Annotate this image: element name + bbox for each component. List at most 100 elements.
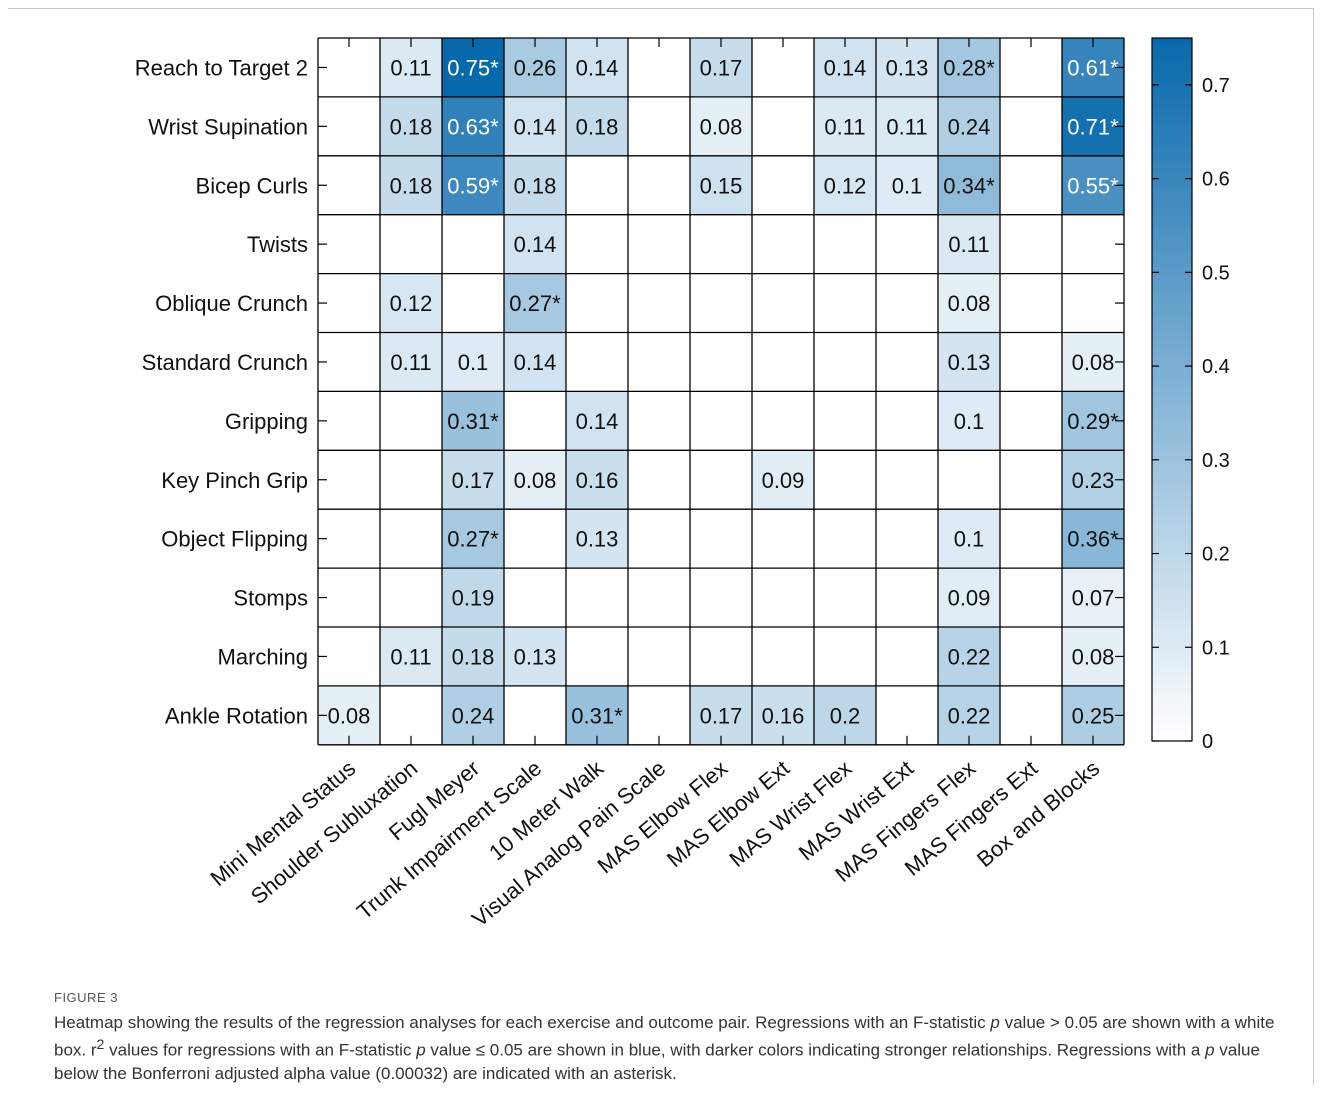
heatmap-cell (442, 509, 504, 569)
heatmap-cell (566, 509, 628, 569)
heatmap-cell (504, 450, 566, 510)
heatmap-cell (876, 568, 938, 627)
heatmap-cell (1000, 273, 1062, 333)
heatmap-cell (1062, 38, 1124, 97)
heatmap-cell (690, 568, 752, 627)
cell-value-label: 0.16 (762, 703, 805, 728)
heatmap-cell (938, 38, 1000, 97)
cell-value-label: 0.1 (458, 350, 489, 375)
cell-value-label: 0.34* (943, 173, 995, 198)
heatmap-cell (814, 391, 876, 451)
heatmap-cell (876, 96, 938, 156)
heatmap-cell (1062, 332, 1124, 392)
heatmap-cell (1000, 96, 1062, 156)
heatmap-cell (318, 155, 380, 215)
heatmap-cell (504, 568, 566, 627)
heatmap-cell (876, 627, 938, 686)
heatmap-cell (876, 38, 938, 97)
colorbar: 0 0.1 0.2 0.3 0.4 0.5 0.6 0.7 (1151, 37, 1230, 753)
heatmap-cell (690, 155, 752, 215)
cell-value-label: 0.27* (509, 291, 561, 316)
heatmap-cell (504, 273, 566, 333)
cell-value-label: 0.11 (824, 114, 865, 139)
heatmap-cell (566, 273, 628, 333)
heatmap-cell (690, 96, 752, 156)
cell-value-label: 0.14 (514, 350, 557, 375)
heatmap-cell (876, 391, 938, 451)
row-label: Ankle Rotation (165, 703, 308, 728)
heatmap-cell (566, 155, 628, 215)
cell-value-label: 0.13 (886, 55, 929, 80)
cell-value-label: 0.08 (1072, 644, 1115, 669)
heatmap-cell (504, 627, 566, 686)
heatmap-cell (442, 96, 504, 156)
heatmap-cell (442, 332, 504, 392)
heatmap-cell (318, 96, 380, 156)
cell-value-label: 0.75* (447, 55, 499, 80)
heatmap-cell (690, 273, 752, 333)
heatmap-cell (380, 332, 442, 392)
cell-value-label: 0.09 (762, 468, 805, 493)
heatmap-cell (752, 509, 814, 569)
row-label: Bicep Curls (196, 173, 308, 198)
cell-value-label: 0.1 (954, 527, 985, 552)
heatmap-cell (1062, 391, 1124, 451)
heatmap-cell (566, 568, 628, 627)
heatmap-cell (876, 332, 938, 392)
heatmap-cell (504, 509, 566, 569)
cell-value-label: 0.16 (576, 468, 619, 493)
cell-value-label: 0.61* (1067, 55, 1119, 80)
cell-value-label: 0.22 (948, 644, 991, 669)
heatmap-cell (380, 509, 442, 569)
cell-value-label: 0.12 (390, 291, 433, 316)
heatmap-cell (380, 685, 442, 745)
cell-value-label: 0.11 (390, 55, 431, 80)
heatmap-cell (938, 96, 1000, 156)
heatmap-cell (628, 38, 690, 97)
heatmap-cell (690, 450, 752, 510)
heatmap-cell (504, 332, 566, 392)
figure-frame (8, 8, 1314, 1085)
cell-value-label: 0.18 (452, 644, 495, 669)
heatmap-cell (876, 685, 938, 745)
cell-value-label: 0.19 (452, 586, 495, 611)
heatmap-chart: 0.11 0.75* 0.26 0.14 0.17 0.14 0.13 0.28* 0.61* 0… (135, 37, 1230, 932)
heatmap-cell (752, 450, 814, 510)
heatmap-cell (814, 685, 876, 745)
heatmap-cell (1062, 509, 1124, 569)
row-label: Standard Crunch (142, 350, 308, 375)
cell-value-label: 0.07 (1072, 586, 1115, 611)
cell-value-label: 0.11 (390, 644, 431, 669)
colorbar-tick-label: 0.1 (1202, 637, 1230, 659)
heatmap-cell (566, 332, 628, 392)
colorbar-tick-label: 0.7 (1202, 75, 1230, 97)
heatmap-cell (566, 685, 628, 745)
cell-value-label: 0.55* (1067, 173, 1119, 198)
heatmap-cell (318, 450, 380, 510)
cell-value-label: 0.1 (954, 409, 985, 434)
heatmap-cell (442, 627, 504, 686)
heatmap-cell (752, 627, 814, 686)
heatmap-cell (380, 214, 442, 274)
heatmap-cell (1062, 450, 1124, 510)
heatmap-cell (1062, 685, 1124, 745)
cell-value-label: 0.27* (447, 527, 499, 552)
heatmap-cell (1000, 509, 1062, 569)
heatmap-cell (814, 450, 876, 510)
heatmap-cell (442, 273, 504, 333)
heatmap-cell (1000, 450, 1062, 510)
cell-value-label: 0.71* (1067, 114, 1119, 139)
row-label: Oblique Crunch (155, 291, 308, 316)
cell-value-label: 0.24 (948, 114, 991, 139)
heatmap-cell (504, 96, 566, 156)
colorbar-tick-label: 0.5 (1202, 262, 1230, 284)
heatmap-cell (1062, 214, 1124, 274)
heatmap-cell (566, 627, 628, 686)
heatmap-cell (566, 450, 628, 510)
colorbar-tick-label: 0.2 (1202, 544, 1230, 566)
heatmap-cell (442, 214, 504, 274)
heatmap-cell (318, 273, 380, 333)
heatmap-cell (628, 214, 690, 274)
cell-value-label: 0.08 (700, 114, 743, 139)
heatmap-cell (752, 273, 814, 333)
